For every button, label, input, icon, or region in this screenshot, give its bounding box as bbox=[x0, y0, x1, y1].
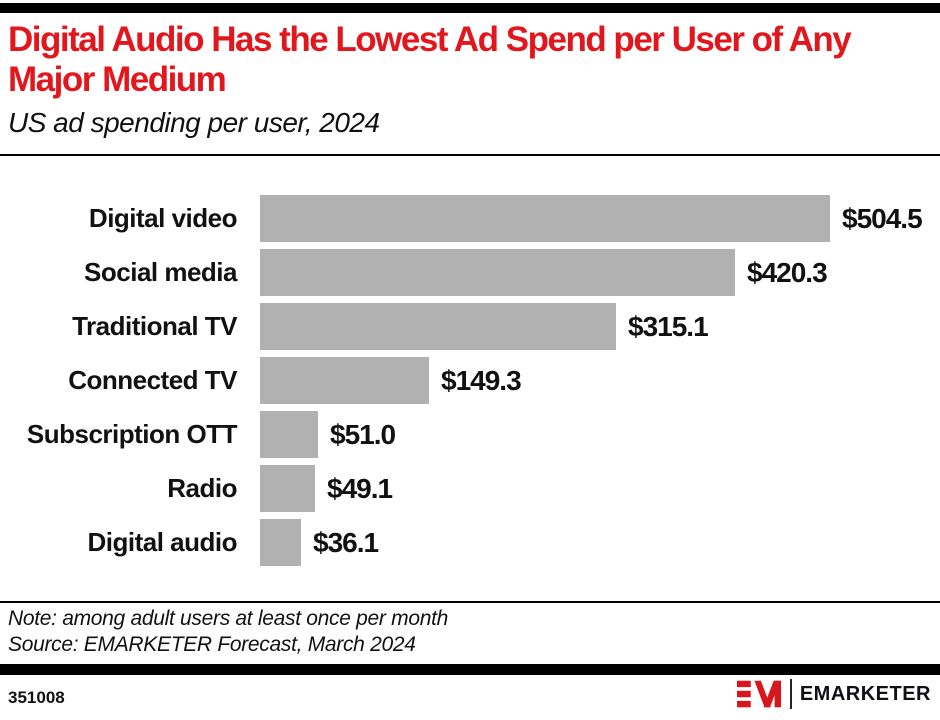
value-label: $149.3 bbox=[441, 364, 522, 396]
value-label: $315.1 bbox=[628, 310, 709, 342]
bar bbox=[260, 519, 301, 566]
chart-subtitle: US ad spending per user, 2024 bbox=[8, 107, 380, 138]
value-label: $51.0 bbox=[330, 418, 396, 450]
category-label: Traditional TV bbox=[72, 311, 237, 341]
bar-track: $36.1 bbox=[260, 519, 932, 566]
bar bbox=[260, 249, 735, 296]
chart-row: Digital audio $36.1 bbox=[8, 519, 932, 566]
bar-track: $504.5 bbox=[260, 195, 932, 242]
bar-track: $149.3 bbox=[260, 357, 932, 404]
footnotes: Note: among adult users at least once pe… bbox=[8, 606, 920, 658]
top-accent-bar bbox=[0, 3, 940, 13]
bottom-accent-bar bbox=[0, 664, 940, 675]
chart-row: Traditional TV $315.1 bbox=[8, 303, 932, 350]
category-label: Connected TV bbox=[68, 365, 237, 395]
category-label: Subscription OTT bbox=[26, 419, 238, 449]
chart-row: Radio $49.1 bbox=[8, 465, 932, 512]
category-label: Radio bbox=[167, 473, 237, 503]
bar bbox=[260, 357, 429, 404]
emarketer-logo: EMARKETER bbox=[736, 678, 931, 710]
chart-row: Subscription OTT $51.0 bbox=[8, 411, 932, 458]
chart-row: Social media $420.3 bbox=[8, 249, 932, 296]
category-label: Social media bbox=[84, 257, 237, 287]
bar-track: $49.1 bbox=[260, 465, 932, 512]
note-text: Note: among adult users at least once pe… bbox=[8, 607, 448, 630]
bar-chart: Digital video $504.5 Social media $420.3 Tra… bbox=[8, 195, 932, 573]
bar-track: $51.0 bbox=[260, 411, 932, 458]
chart-title: Digital Audio Has the Lowest Ad Spend pe… bbox=[8, 20, 852, 99]
bar-track: $315.1 bbox=[260, 303, 932, 350]
bar-track: $420.3 bbox=[260, 249, 932, 296]
header-divider-rule bbox=[0, 154, 940, 156]
bar bbox=[260, 411, 318, 458]
value-label: $420.3 bbox=[747, 256, 828, 288]
brand-wordmark: EMARKETER bbox=[799, 682, 931, 705]
footnote-divider-rule bbox=[0, 601, 940, 603]
chart-row: Digital video $504.5 bbox=[8, 195, 932, 242]
category-label: Digital video bbox=[88, 203, 238, 233]
chart-row: Connected TV $149.3 bbox=[8, 357, 932, 404]
value-label: $36.1 bbox=[313, 526, 379, 558]
bar bbox=[260, 303, 616, 350]
chart-id: 351008 bbox=[8, 688, 65, 707]
value-label: $504.5 bbox=[842, 202, 923, 234]
bar bbox=[260, 465, 315, 512]
em-monogram-icon bbox=[736, 680, 781, 708]
value-label: $49.1 bbox=[327, 472, 393, 504]
logo-divider bbox=[789, 679, 792, 709]
bar bbox=[260, 195, 830, 242]
source-text: Source: EMARKETER Forecast, March 2024 bbox=[8, 633, 416, 656]
category-label: Digital audio bbox=[87, 527, 238, 557]
